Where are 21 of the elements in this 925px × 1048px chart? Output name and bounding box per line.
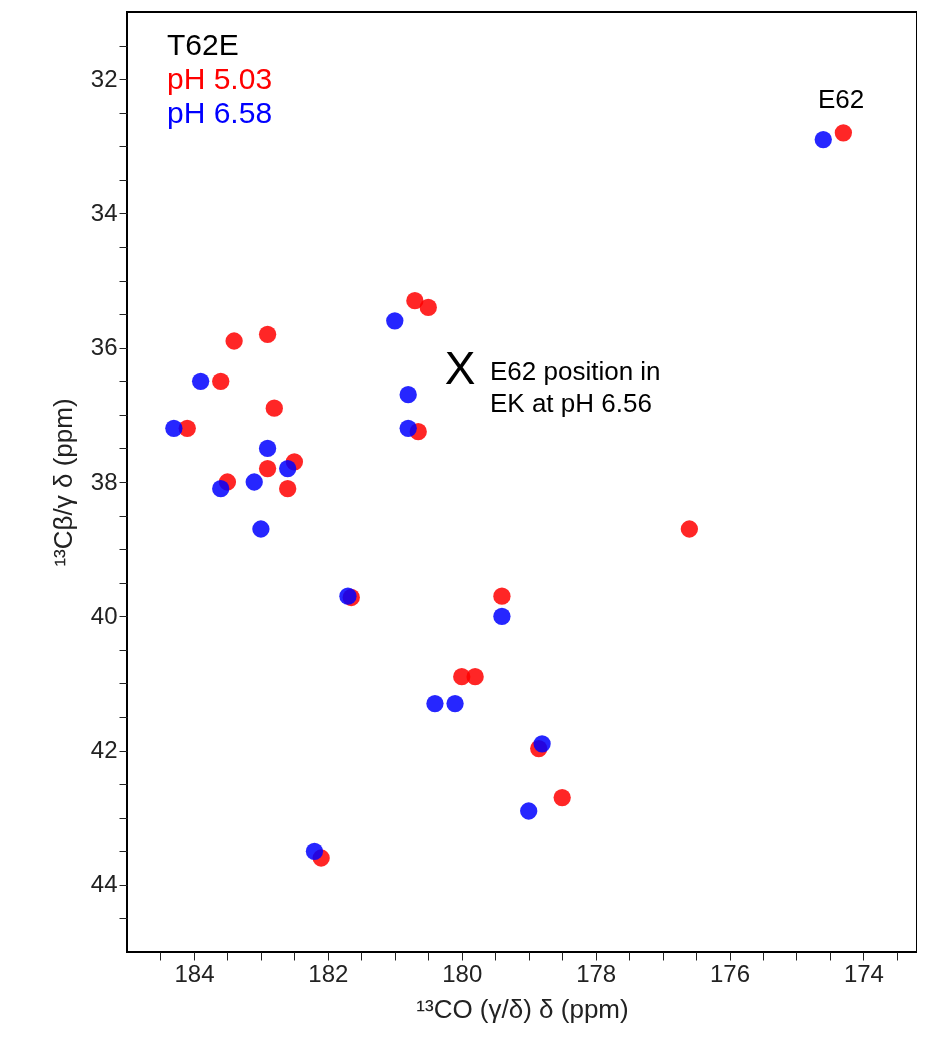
x-tick-label: 184 bbox=[174, 959, 215, 987]
x-tick-label: 174 bbox=[843, 959, 884, 987]
y-tick-label: 40 bbox=[90, 601, 118, 629]
x-tick-label: 176 bbox=[710, 959, 751, 987]
annotation: E62 position in EK at pH 6.56 bbox=[490, 356, 661, 418]
annotation: X bbox=[444, 342, 476, 394]
text: pH 6.58 bbox=[167, 96, 273, 129]
y-tick-label: 34 bbox=[90, 198, 118, 226]
y-tick-label: 38 bbox=[90, 467, 118, 495]
y-axis-title: ¹³Cβ/γ δ (ppm) bbox=[47, 398, 78, 567]
x-tick-label: 178 bbox=[576, 959, 617, 987]
annotation: E62 bbox=[817, 84, 865, 114]
y-tick-label: 44 bbox=[90, 870, 118, 898]
x-tick-label: 180 bbox=[442, 959, 483, 987]
legend-title: T62E bbox=[167, 28, 239, 61]
x-tick-label: 182 bbox=[308, 959, 349, 987]
x-axis-title: ¹³CO (γ/δ) δ (ppm) bbox=[416, 993, 629, 1024]
text: pH 5.03 bbox=[167, 62, 273, 95]
y-tick-label: 32 bbox=[90, 64, 118, 92]
y-tick-label: 42 bbox=[90, 736, 118, 764]
y-tick-label: 36 bbox=[90, 333, 118, 361]
